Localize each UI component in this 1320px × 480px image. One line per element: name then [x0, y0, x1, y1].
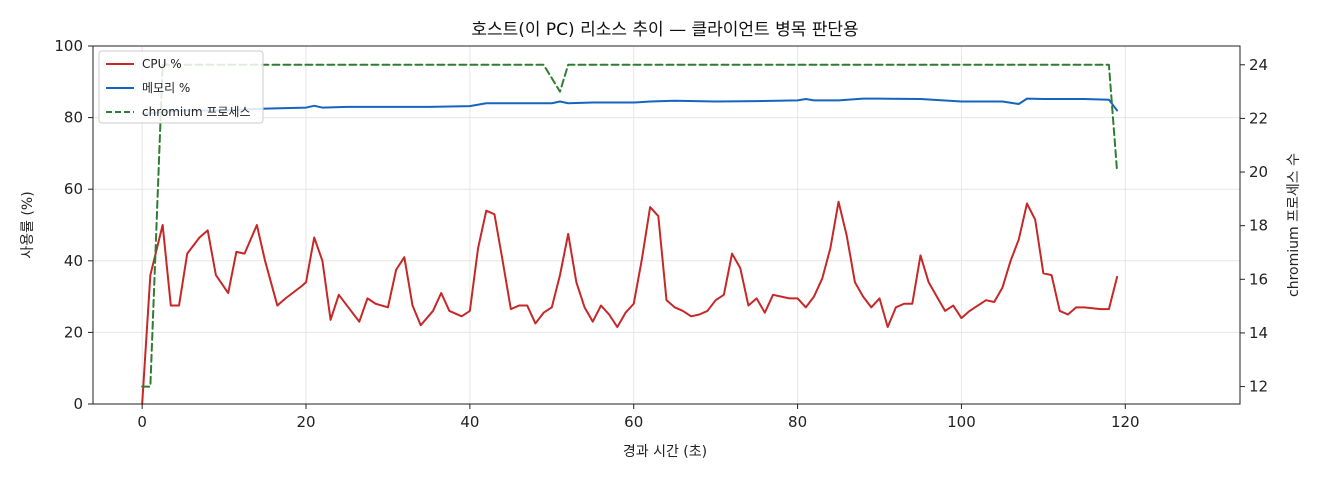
y-tick-label: 40	[64, 252, 83, 270]
y2-tick-label: 22	[1249, 109, 1268, 127]
x-tick-label: 80	[788, 413, 807, 431]
x-tick-label: 100	[947, 413, 976, 431]
y2-tick-label: 16	[1249, 270, 1268, 288]
plot-frame	[92, 45, 1241, 405]
legend-label-cpu: CPU %	[142, 57, 182, 71]
y-tick-label: 0	[73, 395, 83, 413]
x-axis-title: 경과 시간 (초)	[623, 444, 707, 460]
series-line-1	[141, 97, 1119, 116]
chart-title: 호스트(이 PC) 리소스 추이 — 클라이언트 병목 판단용	[471, 20, 858, 40]
legend: CPU % 메모리 % chromium 프로세스	[98, 50, 264, 124]
y-axis-title: 사용률 (%)	[20, 191, 36, 258]
x-tick-label: 40	[460, 413, 479, 431]
y2-tick-label: 24	[1249, 56, 1268, 74]
y-tick-label: 100	[54, 37, 83, 55]
legend-label-chromium: chromium 프로세스	[142, 105, 251, 119]
y-tick-label: 60	[64, 180, 83, 198]
series-line-0	[141, 200, 1119, 405]
y2-tick-label: 12	[1249, 378, 1268, 396]
series-layer	[141, 63, 1119, 405]
y-tick-label: 20	[64, 323, 83, 341]
legend-box	[98, 50, 264, 124]
series-line-2	[141, 63, 1119, 388]
x-tick-label: 120	[1111, 413, 1140, 431]
y2-tick-label: 18	[1249, 217, 1268, 235]
y2-axis-title: chromium 프로세스 수	[1286, 153, 1302, 297]
y2-tick-label: 14	[1249, 324, 1268, 342]
y2-axis-ticks: 12 14 16 18 20 22 24	[1240, 56, 1268, 396]
x-tick-label: 60	[624, 413, 643, 431]
x-tick-label: 0	[137, 413, 147, 431]
y2-tick-label: 20	[1249, 163, 1268, 181]
x-axis-ticks: 0 20 40 60 80 100 120	[137, 404, 1140, 431]
y-tick-label: 80	[64, 109, 83, 127]
y-axis-ticks: 0 20 40 60 80 100	[54, 37, 93, 413]
x-tick-label: 20	[296, 413, 315, 431]
legend-label-memory: 메모리 %	[142, 81, 190, 95]
